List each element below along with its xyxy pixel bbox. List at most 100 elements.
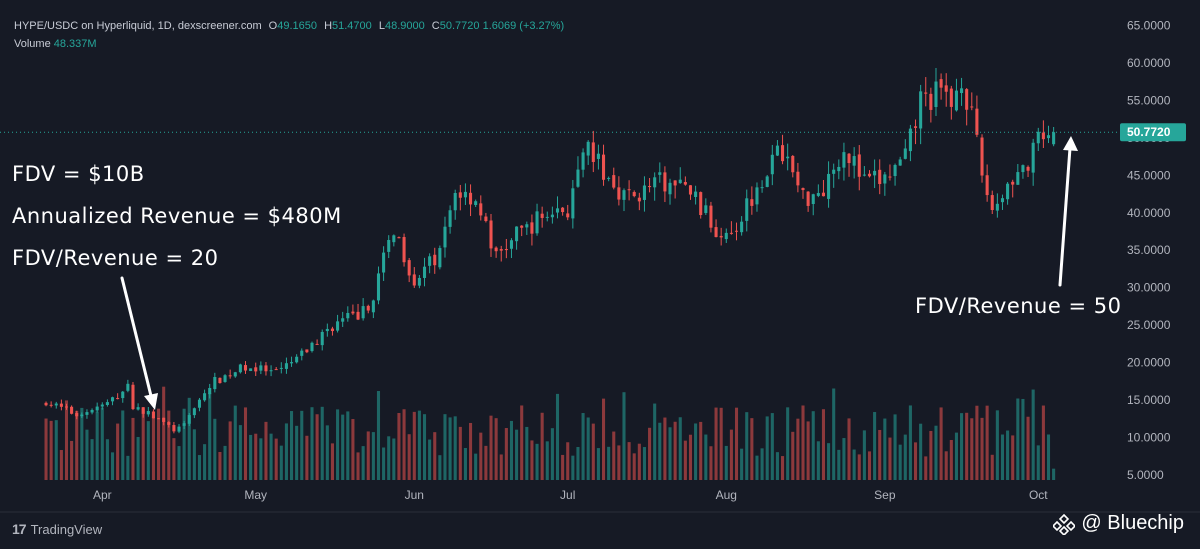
candle-body xyxy=(750,199,754,206)
candle-body xyxy=(591,142,595,162)
volume-bar xyxy=(351,419,355,480)
volume-bar xyxy=(397,413,401,480)
candle-body xyxy=(837,166,841,172)
volume-bar xyxy=(908,405,912,480)
candle-body xyxy=(346,312,350,319)
volume-bar xyxy=(525,426,529,480)
candle-body xyxy=(361,306,365,319)
volume-bar xyxy=(694,423,698,480)
volume-bar xyxy=(243,407,248,480)
volume-bar xyxy=(90,439,94,480)
volume-bar xyxy=(601,398,606,480)
volume-bar xyxy=(750,418,754,480)
candle-body xyxy=(44,402,48,406)
volume-bar xyxy=(208,393,212,480)
candle-body xyxy=(668,182,672,195)
candle-body xyxy=(85,412,89,415)
candle-body xyxy=(494,247,498,252)
volume-bar xyxy=(924,456,928,480)
candle-body xyxy=(264,365,268,372)
candle-body xyxy=(699,192,703,216)
candle-body xyxy=(351,311,355,314)
candle-body xyxy=(888,176,892,178)
candle-body xyxy=(70,406,74,414)
candle-body xyxy=(939,79,943,88)
volume-bar xyxy=(811,411,815,480)
volume-bar xyxy=(944,451,948,480)
annotation-ratio-left: FDV/Revenue = 20 xyxy=(12,246,219,270)
volume-bar xyxy=(873,412,877,480)
price-axis[interactable]: 65.000060.000055.000050.000045.000040.00… xyxy=(1127,19,1171,482)
volume-bar xyxy=(888,437,892,480)
candle-body xyxy=(167,422,171,425)
candle-body xyxy=(141,407,145,414)
time-tick-label: Sep xyxy=(874,488,896,502)
volume-bar xyxy=(545,441,549,480)
candle-body xyxy=(985,175,989,196)
volume-bar xyxy=(637,443,641,480)
candle-body xyxy=(192,408,196,416)
volume-bar xyxy=(622,392,626,480)
volume-bar xyxy=(453,416,457,480)
volume-bar xyxy=(121,410,125,480)
volume-bar xyxy=(509,420,514,480)
volume-bar xyxy=(136,436,140,480)
price-tick-label: 55.0000 xyxy=(1127,94,1171,108)
candle-body xyxy=(1052,132,1056,145)
volume-bar xyxy=(566,442,570,480)
candle-body xyxy=(791,155,795,173)
candle-body xyxy=(919,91,923,129)
volume-bar xyxy=(443,414,447,480)
candle-body xyxy=(295,356,299,363)
candle-body xyxy=(678,179,682,184)
candle-body xyxy=(653,177,657,188)
volume-bar xyxy=(867,451,872,480)
volume-bar xyxy=(361,446,365,480)
candle-body xyxy=(402,237,406,263)
candle-body xyxy=(601,154,606,180)
volume-bar xyxy=(847,418,851,480)
candle-body xyxy=(878,169,882,185)
candle-body xyxy=(504,249,508,251)
volume-bar xyxy=(504,428,508,480)
candle-body xyxy=(463,191,467,198)
volume-bar xyxy=(228,421,232,480)
volume-bar xyxy=(919,423,923,480)
volume-bar xyxy=(126,455,130,480)
candle-body xyxy=(755,187,759,205)
volume-bar xyxy=(765,416,769,480)
volume-bar xyxy=(642,447,646,480)
candle-body xyxy=(376,273,381,301)
volume-bar xyxy=(683,440,687,480)
volume-bar xyxy=(857,454,861,480)
candle-body xyxy=(673,180,677,186)
candle-body xyxy=(213,377,217,390)
volume-bar xyxy=(346,411,350,480)
tradingview-logo[interactable]: 17 TradingView xyxy=(12,521,102,537)
candle-body xyxy=(530,222,534,234)
candle-body xyxy=(279,367,283,369)
candle-body xyxy=(49,404,53,406)
diamond-logo-icon xyxy=(1053,513,1076,535)
close-label: C xyxy=(431,20,440,32)
volume-bar xyxy=(295,425,299,480)
candle-body xyxy=(694,191,698,197)
candle-body xyxy=(760,187,764,189)
price-tick-label: 30.0000 xyxy=(1127,281,1171,295)
candle-body xyxy=(218,377,222,384)
volume-bar xyxy=(980,417,984,480)
candle-body xyxy=(990,195,994,210)
candle-body xyxy=(1000,198,1005,203)
price-tick-label: 65.0000 xyxy=(1127,19,1171,33)
volume-bar xyxy=(688,434,693,480)
volume-bar xyxy=(167,410,171,480)
time-axis[interactable]: Apr May Jun Jul Aug Sep Oct xyxy=(93,488,1048,502)
candle-body xyxy=(622,190,626,200)
volume-bar xyxy=(49,420,53,480)
candle-body xyxy=(1036,131,1040,144)
price-tick-label: 25.0000 xyxy=(1127,318,1171,332)
candle-body xyxy=(412,274,416,286)
candle-body xyxy=(883,174,887,184)
candle-body xyxy=(801,188,805,191)
